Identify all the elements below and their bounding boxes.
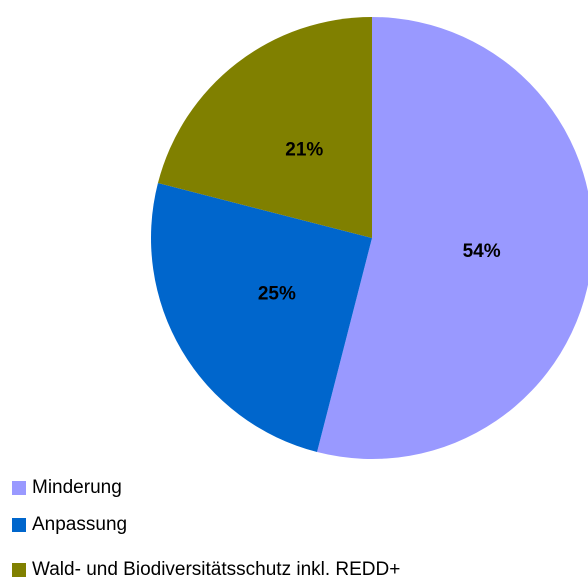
slice-label: 21% (285, 140, 323, 161)
slice-label: 54% (463, 241, 501, 262)
legend-swatch (12, 518, 26, 532)
legend-swatch (12, 481, 26, 495)
legend-label: Anpassung (32, 514, 127, 535)
pie-slice (157, 17, 372, 238)
slice-label: 25% (258, 283, 296, 304)
pie-slice (317, 17, 588, 459)
legend-label: Minderung (32, 477, 122, 498)
legend-swatch (12, 563, 26, 577)
pie-slice (150, 183, 372, 453)
legend-label: Wald- und Biodiversitätsschutz inkl. RED… (32, 559, 400, 580)
